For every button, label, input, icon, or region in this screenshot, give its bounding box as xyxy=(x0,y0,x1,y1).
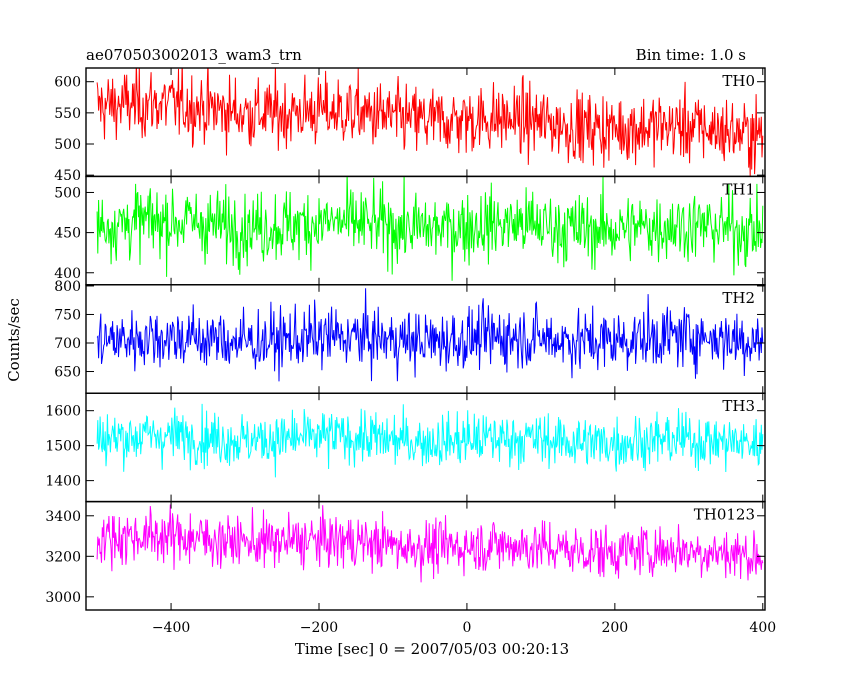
y-tick-label-th2: 800 xyxy=(54,279,81,295)
panel-th2: 650 700 750 800 TH2 xyxy=(54,279,766,394)
y-tick-label-th3: 1500 xyxy=(45,439,81,455)
y-tick-label-th0123: 3200 xyxy=(45,549,81,565)
x-tick-label: −200 xyxy=(300,620,338,636)
y-tick-label-th0: 450 xyxy=(54,168,81,184)
x-axis-label: Time [sec] 0 = 2007/05/03 00:20:13 xyxy=(295,640,569,658)
series-line-th1 xyxy=(96,176,764,281)
x-tick-label: 200 xyxy=(601,620,628,636)
x-tick-label: 0 xyxy=(462,620,471,636)
series-label-th0: TH0 xyxy=(722,72,755,90)
panel-th3: 1400 1500 1600 TH3 xyxy=(45,392,766,503)
series-label-th2: TH2 xyxy=(722,289,755,307)
y-tick-label-th1: 450 xyxy=(54,226,81,242)
bin-time-label: Bin time: 1.0 s xyxy=(636,46,746,64)
chart-title: ae070503002013_wam3_trn xyxy=(86,46,302,64)
y-tick-label-th0: 550 xyxy=(54,106,81,122)
panel-th0123: 3000 3200 3400 TH0123 xyxy=(45,500,766,611)
y-tick-label-th0: 500 xyxy=(54,137,81,153)
y-tick-label-th0: 600 xyxy=(54,75,81,91)
series-label-th1: TH1 xyxy=(722,180,755,198)
y-tick-label-th3: 1400 xyxy=(45,474,81,490)
y-tick-label-th2: 700 xyxy=(54,336,81,352)
y-tick-label-th2: 650 xyxy=(54,365,81,381)
y-tick-label-th0123: 3400 xyxy=(45,509,81,525)
series-label-th3: TH3 xyxy=(722,397,755,415)
y-axis-label: Counts/sec xyxy=(5,298,23,382)
y-tick-label-th1: 500 xyxy=(54,185,81,201)
x-tick-label: −400 xyxy=(152,620,190,636)
panel-frame-th0123 xyxy=(85,500,766,611)
series-line-th0 xyxy=(96,68,764,177)
series-label-th0123: TH0123 xyxy=(694,506,755,524)
y-tick-label-th1: 400 xyxy=(54,266,81,282)
panel-th1: 400 450 500 TH1 xyxy=(54,175,766,286)
series-line-th3 xyxy=(96,403,764,478)
y-tick-label-th0123: 3000 xyxy=(45,590,81,606)
y-tick-label-th3: 1600 xyxy=(45,404,81,420)
x-tick-label: 400 xyxy=(749,620,776,636)
series-line-th0123 xyxy=(96,504,764,583)
panel-th0: 450 500 550 600 TH0 xyxy=(54,67,766,184)
y-tick-label-th2: 750 xyxy=(54,307,81,323)
series-line-th2 xyxy=(96,288,764,382)
